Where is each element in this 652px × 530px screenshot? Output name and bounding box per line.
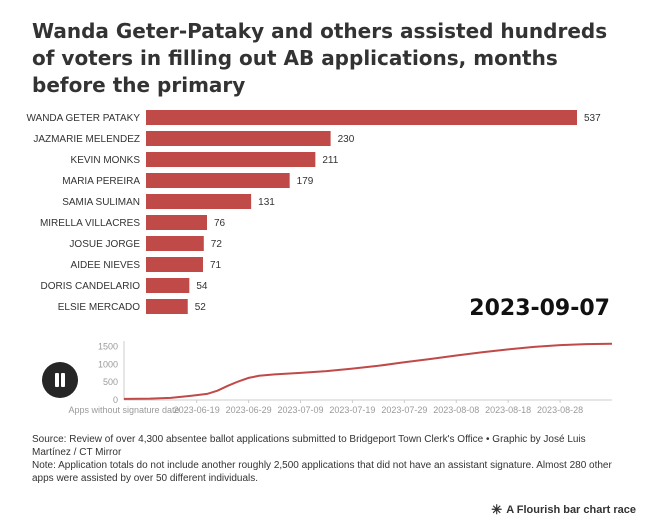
footer: Source: Review of over 4,300 absentee ba… — [32, 433, 622, 485]
bar — [146, 152, 316, 167]
bar — [146, 299, 188, 314]
bar-category-label: DORIS CANDELARIO — [41, 281, 141, 292]
bar — [146, 173, 290, 188]
x-tick-label: 2023-07-19 — [329, 405, 375, 415]
bar-category-label: ELSIE MERCADO — [58, 302, 140, 313]
y-tick-label: 1000 — [98, 359, 118, 369]
bar-value-label: 537 — [584, 113, 601, 124]
bar-category-label: WANDA GETER PATAKY — [26, 113, 140, 124]
x-tick-label: 2023-07-09 — [277, 405, 323, 415]
data-note: Note: Application totals do not include … — [32, 460, 612, 484]
source-note: Source: Review of over 4,300 absentee ba… — [32, 434, 586, 458]
bar-value-label: 72 — [211, 239, 223, 250]
x-tick-label: 2023-06-29 — [226, 405, 272, 415]
bar-category-label: JOSUE JORGE — [69, 239, 140, 250]
y-tick-label: 0 — [113, 395, 118, 405]
y-tick-label: 500 — [103, 377, 118, 387]
bar-value-label: 71 — [210, 260, 222, 271]
chart-title: Wanda Geter-Pataky and others assisted h… — [32, 19, 608, 97]
x-tick-label: Apps without signature date — [68, 405, 179, 415]
bar-value-label: 52 — [195, 302, 207, 313]
x-tick-label: 2023-08-08 — [433, 405, 479, 415]
bar — [146, 236, 204, 251]
y-tick-label: 1500 — [98, 342, 118, 352]
flourish-asterisk-icon: ✳ — [491, 502, 503, 517]
x-tick-label: 2023-08-18 — [485, 405, 531, 415]
bar — [146, 215, 207, 230]
timeline-series-line — [123, 342, 613, 400]
bar-category-label: AIDEE NIEVES — [71, 260, 141, 271]
flourish-credit-label: A Flourish bar chart race — [506, 503, 636, 516]
bar-value-label: 179 — [297, 176, 314, 187]
bar — [146, 194, 252, 209]
bar-value-label: 131 — [258, 197, 275, 208]
bar-value-label: 211 — [322, 155, 338, 166]
bar-chart: WANDA GETER PATAKY 537 JAZMARIE MELENDEZ 23… — [26, 110, 601, 314]
pause-button[interactable] — [42, 362, 78, 398]
bar-category-label: JAZMARIE MELENDEZ — [33, 134, 140, 145]
bar — [146, 278, 190, 293]
bar-value-label: 76 — [214, 218, 226, 229]
x-tick-label: 2023-06-19 — [174, 405, 220, 415]
pause-icon — [55, 373, 59, 387]
bar — [146, 110, 577, 125]
bar-value-label: 230 — [338, 134, 355, 145]
flourish-credit-link[interactable]: ✳ A Flourish bar chart race — [491, 503, 636, 516]
bar-value-label: 54 — [196, 281, 208, 292]
x-tick-label: 2023-07-29 — [381, 405, 427, 415]
x-tick-label: 2023-08-28 — [537, 405, 583, 415]
bar-category-label: MIRELLA VILLACRES — [40, 218, 140, 229]
bar-category-label: KEVIN MONKS — [71, 155, 141, 166]
bar-category-label: SAMIA SULIMAN — [62, 197, 140, 208]
bar — [146, 131, 331, 146]
current-date-label: 2023-09-07 — [469, 296, 610, 321]
bar-category-label: MARIA PEREIRA — [62, 176, 140, 187]
bar — [146, 257, 203, 272]
